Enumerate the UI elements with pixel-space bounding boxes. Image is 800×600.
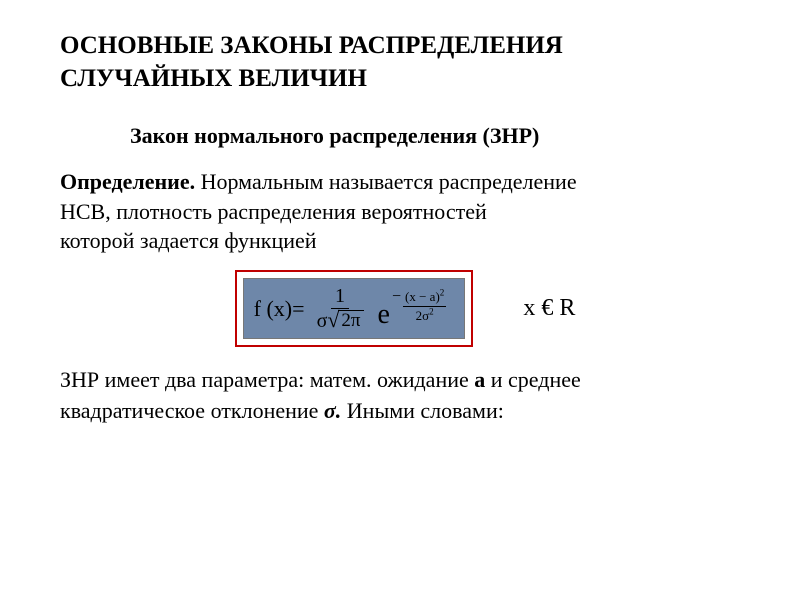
formula-eq: = bbox=[292, 296, 304, 321]
definition-line1-rest: Нормальным называется распределение bbox=[195, 169, 576, 194]
formula-exponential: e − (x − a)2 2σ2 bbox=[378, 289, 447, 329]
param-a: а bbox=[474, 367, 485, 392]
footer-part1: ЗНР имеет два параметра: матем. ожидание bbox=[60, 367, 474, 392]
formula-fx: f (x) bbox=[254, 296, 292, 321]
e-base: e bbox=[378, 301, 390, 329]
coef-denominator: σ√2π bbox=[313, 309, 368, 332]
exp-minus: − bbox=[392, 288, 401, 306]
formula-lhs: f (x)= bbox=[254, 296, 305, 322]
exponent: − (x − a)2 2σ2 bbox=[392, 289, 446, 324]
definition-paragraph: Определение. Нормальным называется распр… bbox=[60, 167, 750, 256]
exp-numerator: (x − a)2 bbox=[403, 289, 446, 307]
formula: f (x)= 1 σ√2π e − (x − a)2 2σ2 bbox=[243, 278, 466, 339]
coef-numerator: 1 bbox=[331, 285, 349, 309]
definition-line3: которой задается функцией bbox=[60, 228, 317, 253]
definition-label: Определение. bbox=[60, 169, 195, 194]
exp-denominator: 2σ2 bbox=[414, 307, 436, 324]
footer-line2-part1: квадратическое отклонение bbox=[60, 398, 324, 423]
sqrt-arg: 2π bbox=[338, 310, 363, 332]
domain-text: x € R bbox=[523, 295, 575, 322]
title-line1: ОСНОВНЫЕ ЗАКОНЫ РАСПРЕДЕЛЕНИЯ bbox=[60, 32, 563, 59]
footer-part2: и среднее bbox=[485, 367, 581, 392]
formula-row: f (x)= 1 σ√2π e − (x − a)2 2σ2 bbox=[60, 270, 750, 347]
footer-line2-part2: Иными словами: bbox=[341, 398, 504, 423]
sqrt: √2π bbox=[327, 310, 363, 332]
title-line2: СЛУЧАЙНЫХ ВЕЛИЧИН bbox=[60, 65, 367, 92]
main-title: ОСНОВНЫЕ ЗАКОНЫ РАСПРЕДЕЛЕНИЯ СЛУЧАЙНЫХ … bbox=[60, 30, 750, 95]
subtitle: Закон нормального распределения (ЗНР) bbox=[130, 123, 750, 149]
exp-fraction: (x − a)2 2σ2 bbox=[403, 289, 446, 324]
formula-box: f (x)= 1 σ√2π e − (x − a)2 2σ2 bbox=[235, 270, 474, 347]
coef-sigma: σ bbox=[317, 310, 328, 332]
definition-line2: НСВ, плотность распределения вероятносте… bbox=[60, 199, 487, 224]
formula-coef-fraction: 1 σ√2π bbox=[313, 285, 368, 332]
param-sigma: σ. bbox=[324, 398, 341, 423]
footer-paragraph: ЗНР имеет два параметра: матем. ожидание… bbox=[60, 365, 750, 427]
